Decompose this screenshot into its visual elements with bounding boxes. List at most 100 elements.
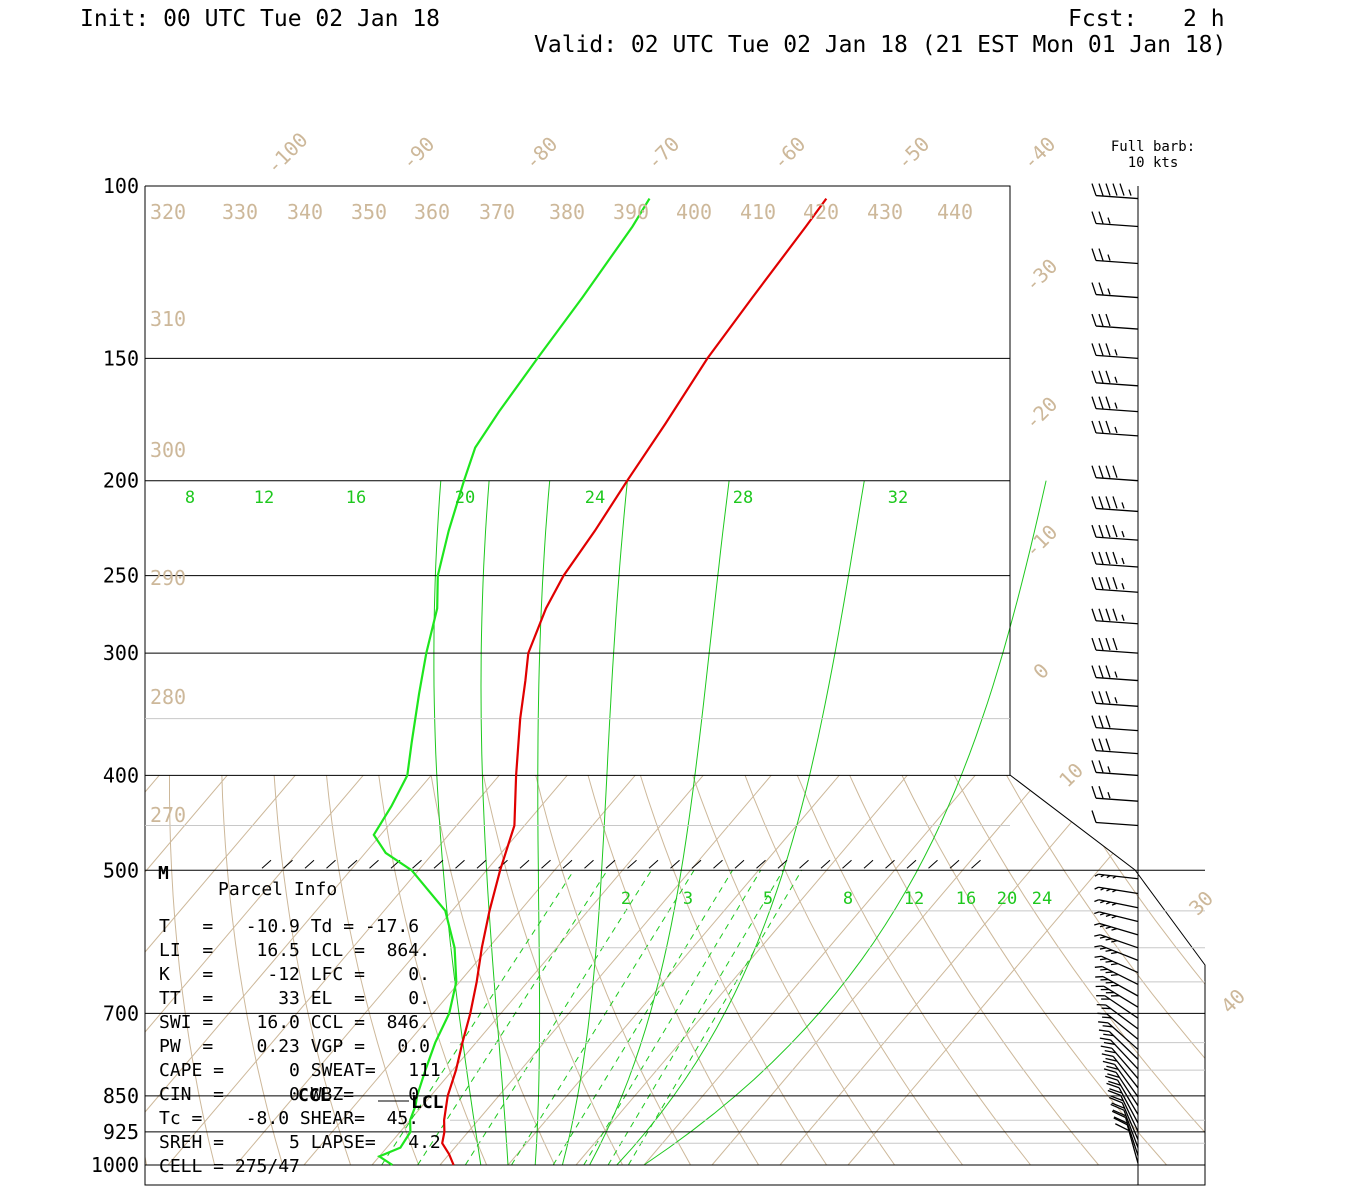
wind-barb-full xyxy=(1111,1102,1125,1109)
wind-barb-full xyxy=(1105,496,1111,509)
dry-adiabat-line xyxy=(363,775,488,1166)
wind-barb-staff xyxy=(1100,945,1139,961)
wind-barb-full xyxy=(1098,313,1104,327)
hatch-mark xyxy=(928,859,938,869)
wind-barb-full xyxy=(1113,1117,1128,1126)
parcel-row: Tc = -8.0 SHEAR= 45. xyxy=(159,1108,419,1129)
wind-barb-full xyxy=(1111,1110,1126,1119)
wind-barb-staff xyxy=(1120,1095,1139,1132)
parcel-row: T = -10.9 Td = -17.6 xyxy=(159,916,419,937)
temperature-label: -70 xyxy=(642,132,685,175)
wind-barb-staff xyxy=(1123,1109,1139,1148)
wind-barb-full xyxy=(1099,1037,1111,1041)
wind-barb-full xyxy=(1094,955,1102,958)
wind-barb-full xyxy=(1091,211,1097,224)
hatch-mark xyxy=(605,859,616,869)
m-marker: M xyxy=(158,863,169,884)
wind-barb-staff xyxy=(1101,965,1139,986)
wind-barb-staff xyxy=(1098,899,1139,909)
wind-barb-full xyxy=(1105,665,1111,678)
dry-adiabat-line xyxy=(532,775,760,1166)
mixing-ratio-line xyxy=(417,870,608,1166)
wind-barb-full xyxy=(1100,887,1105,891)
wind-barb-full xyxy=(1091,577,1097,590)
lcl-label: LCL xyxy=(411,1092,444,1113)
theta-label: 300 xyxy=(150,438,186,462)
wind-barb-full xyxy=(1098,370,1104,384)
dry-adiabat-line xyxy=(270,775,352,1166)
wind-barb-full xyxy=(1101,1053,1114,1058)
wind-barb-full xyxy=(1098,637,1104,651)
wind-barb-staff xyxy=(1099,911,1139,923)
mixing-ratio-label: 3 xyxy=(683,889,693,909)
wind-barb-staff xyxy=(1099,922,1139,936)
wind-barb-staff xyxy=(1095,749,1139,755)
wind-barb-full xyxy=(1098,665,1104,678)
dry-adiabat-line xyxy=(492,775,692,1166)
wind-barb-full xyxy=(1110,1095,1124,1102)
hatch-mark xyxy=(433,859,444,869)
parcel-row: SREH = 5 LAPSE= 4.2 xyxy=(159,1132,441,1153)
temperature-trace xyxy=(441,197,828,1166)
wind-barb-full xyxy=(1112,1109,1127,1117)
wind-barb-full xyxy=(1091,665,1097,678)
wind-barb-staff xyxy=(1126,1124,1139,1164)
wind-barb-staff xyxy=(1095,536,1139,541)
wind-barb-staff xyxy=(1095,382,1139,387)
wind-barb-full xyxy=(1098,760,1104,773)
moist-adiabat-line xyxy=(616,480,865,1166)
wind-barb-staff xyxy=(1095,649,1139,654)
wind-barb-staff xyxy=(1112,1056,1139,1089)
pressure-label: 300 xyxy=(103,641,139,665)
parcel-row: CIN = 0 WBZ= 0. xyxy=(159,1084,430,1105)
wind-barb-full xyxy=(1091,248,1097,261)
hatch-mark xyxy=(261,859,272,869)
wind-barb-staff xyxy=(1095,325,1139,330)
wind-barb-full xyxy=(1091,313,1097,327)
dry-adiabat-line xyxy=(822,775,1205,1166)
dry-adiabat-line xyxy=(169,775,260,1166)
hatch-mark xyxy=(455,859,465,869)
wind-barb-half xyxy=(1114,349,1118,356)
wind-barb-full xyxy=(1108,1080,1121,1086)
theta-label: 390 xyxy=(613,200,649,224)
forecast-hours: 2 h xyxy=(1183,6,1225,32)
pressure-label: 850 xyxy=(103,1084,139,1108)
wind-barb-full xyxy=(1091,524,1097,538)
wind-barb-full xyxy=(1094,945,1101,948)
pressure-label: 925 xyxy=(103,1120,139,1144)
theta-label: 420 xyxy=(803,200,839,224)
wind-barb-full xyxy=(1091,760,1097,773)
isotherm-line xyxy=(847,775,1205,1166)
wind-barb-full xyxy=(1098,785,1104,799)
theta-label: 380 xyxy=(549,200,585,224)
dry-adiabat-line xyxy=(927,775,1205,1166)
wind-barb-full xyxy=(1091,715,1097,728)
temperature-label: 30 xyxy=(1184,886,1218,920)
wind-barb-full xyxy=(1091,343,1097,356)
pressure-label: 100 xyxy=(103,174,139,198)
wind-barb-full xyxy=(1105,183,1111,196)
mixing-ratio-label: 2 xyxy=(621,889,631,909)
isotherm-line xyxy=(167,775,1001,1166)
wind-barb-full xyxy=(1105,949,1113,952)
dry-adiabat-line xyxy=(892,775,1205,1166)
wind-barb-full xyxy=(1105,715,1111,728)
mixing-ratio-line xyxy=(607,870,784,1166)
wind-barb-full xyxy=(1111,940,1118,943)
wind-barb-staff xyxy=(1095,821,1139,827)
wind-barb-full xyxy=(1105,901,1111,905)
barb-legend-line1: Full barb: xyxy=(1111,139,1195,155)
wind-barb-full xyxy=(1112,183,1118,196)
wind-barb-staff xyxy=(1095,194,1139,200)
wind-barb-staff xyxy=(1108,1031,1139,1060)
wind-barb-full xyxy=(1112,465,1118,478)
parcel-row: K = -12 LFC = 0. xyxy=(159,964,430,985)
mixing-ratio-label: 24 xyxy=(1032,889,1052,909)
theta-labels: 320 330 340 350 360 370 380 390 400 410 420 430 440 3… xyxy=(150,200,973,827)
dry-adiabat-line xyxy=(408,775,556,1166)
wind-barb-full xyxy=(1105,343,1111,356)
wind-barb-half xyxy=(1121,557,1125,565)
hatch-mark xyxy=(541,859,551,869)
